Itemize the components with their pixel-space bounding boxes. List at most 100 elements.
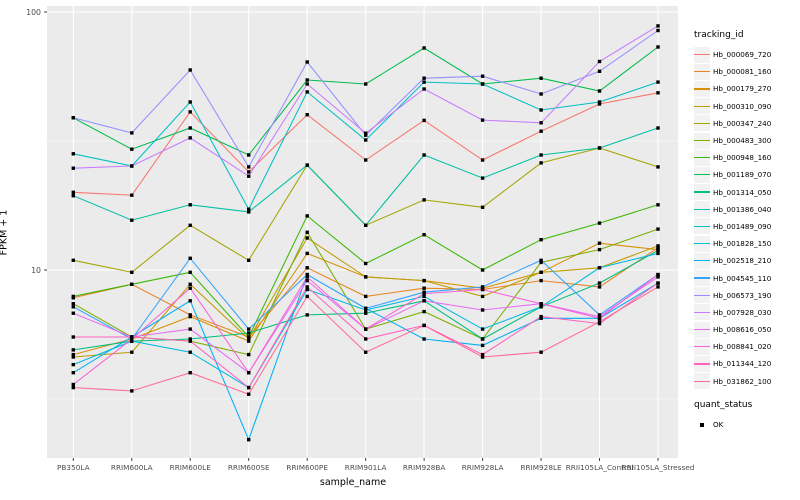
data-point-marker [656, 272, 660, 277]
data-point-marker [71, 258, 75, 262]
legend-entry: Hb_000069_720 [694, 46, 800, 63]
data-point-marker [656, 275, 660, 279]
legend-key-swatch [694, 201, 710, 218]
data-point-marker [247, 207, 251, 211]
data-point-marker [247, 339, 251, 343]
legend-entry-label: Hb_031862_100 [713, 376, 772, 386]
data-point-marker [597, 321, 602, 326]
data-point-marker [305, 236, 309, 240]
data-point-marker [539, 153, 543, 157]
data-point-marker [305, 285, 309, 289]
data-point-marker [364, 82, 368, 86]
x-tick-label: RRIM901LA [345, 463, 387, 472]
legend-entry: Hb_006573_190 [694, 287, 800, 304]
data-point-marker [597, 314, 602, 319]
legend-entry: Hb_000483_300 [694, 132, 800, 149]
data-point-marker [247, 165, 251, 169]
data-point-marker [422, 299, 426, 303]
data-point-marker [364, 223, 368, 227]
legend-key-swatch [694, 417, 710, 433]
legend-title-tracking-id: tracking_id [694, 30, 744, 40]
legend-key-swatch [694, 287, 710, 304]
data-point-marker [130, 131, 134, 135]
data-point-marker [597, 102, 602, 106]
data-point-marker [305, 214, 309, 218]
data-point-marker [656, 203, 660, 207]
data-point-marker [188, 270, 192, 274]
data-point-marker [480, 268, 485, 272]
legend-key-line-icon [694, 225, 710, 228]
x-tick-label: RRIM600LE [170, 463, 212, 472]
data-point-marker [539, 350, 543, 354]
data-point-marker [422, 76, 426, 80]
data-point-marker [71, 382, 75, 387]
data-point-marker [539, 278, 543, 283]
data-point-marker [597, 247, 602, 252]
data-point-marker [71, 362, 75, 367]
legend-key-swatch [694, 98, 710, 115]
data-point-marker [130, 282, 134, 286]
data-point-marker [656, 244, 660, 248]
legend-key-swatch [694, 321, 710, 338]
data-point-marker [597, 316, 602, 320]
legend-key-line-icon [694, 363, 710, 365]
data-point-marker [480, 118, 485, 122]
legend-key-swatch [694, 46, 710, 63]
legend-key-line-icon [694, 174, 710, 176]
legend-entry-label: Hb_002518_210 [713, 256, 772, 266]
legend-entry: Hb_002518_210 [694, 252, 800, 269]
data-point-marker [247, 438, 251, 442]
legend-entry: Hb_001386_040 [694, 201, 800, 218]
legend-entry: Hb_001489_090 [694, 218, 800, 235]
data-point-marker [247, 170, 251, 174]
data-point-marker [188, 68, 192, 72]
data-point-marker [188, 256, 192, 260]
y-tick-label: 10 [31, 266, 41, 275]
legend-entry: Hb_004545_110 [694, 269, 800, 287]
legend-entry: Hb_011344_120 [694, 355, 800, 372]
data-point-marker [539, 129, 543, 133]
legend-key-line-icon [694, 53, 710, 56]
data-point-marker [188, 136, 192, 140]
data-point-marker [71, 190, 75, 194]
legend-entry-label: Hb_001189_070 [713, 170, 772, 180]
data-point-marker [188, 203, 192, 207]
legend-key-line-icon [694, 139, 710, 142]
data-point-marker [656, 227, 660, 231]
data-point-marker [597, 59, 602, 64]
y-tick-label: 100 [26, 8, 41, 17]
data-point-marker [480, 176, 485, 180]
data-point-marker [364, 131, 368, 135]
data-point-marker [656, 91, 660, 95]
legend-key-line-icon [694, 328, 710, 331]
legend-key-line-icon [694, 71, 710, 73]
legend-entry: Hb_008616_050 [694, 321, 800, 338]
data-point-marker [422, 153, 426, 157]
data-point-marker [364, 138, 368, 142]
x-tick-label: RRII105LA_Control [566, 463, 634, 472]
data-point-marker [305, 251, 309, 256]
legend-entry-label: Hb_001314_050 [713, 187, 772, 197]
legend-key-line-icon [694, 260, 710, 262]
legend-tracking-id: tracking_id Hb_000069_720 Hb_000081_160 Hb… [694, 30, 800, 390]
data-point-marker [71, 348, 75, 352]
data-point-marker [656, 281, 660, 285]
data-point-marker [247, 153, 251, 157]
legend-key-swatch [694, 184, 710, 201]
data-point-marker [247, 331, 251, 335]
y-axis-title: FPKM + 1 [0, 210, 10, 256]
data-point-marker [364, 350, 368, 354]
legend-entry-label: Hb_000483_300 [713, 136, 772, 146]
legend-entry-label: Hb_004545_110 [713, 273, 772, 283]
legend-key-line-icon [694, 277, 710, 279]
data-point-marker [305, 278, 309, 283]
data-point-marker [480, 327, 485, 331]
x-tick-label: RRIM600PE [286, 463, 328, 472]
legend-key-line-icon [694, 243, 710, 245]
legend-entry-label: Hb_006573_190 [713, 290, 772, 300]
data-point-marker [188, 339, 192, 343]
data-point-marker [247, 337, 251, 341]
data-point-marker [71, 385, 75, 390]
data-point-marker [71, 305, 75, 309]
data-point-marker [188, 350, 192, 354]
